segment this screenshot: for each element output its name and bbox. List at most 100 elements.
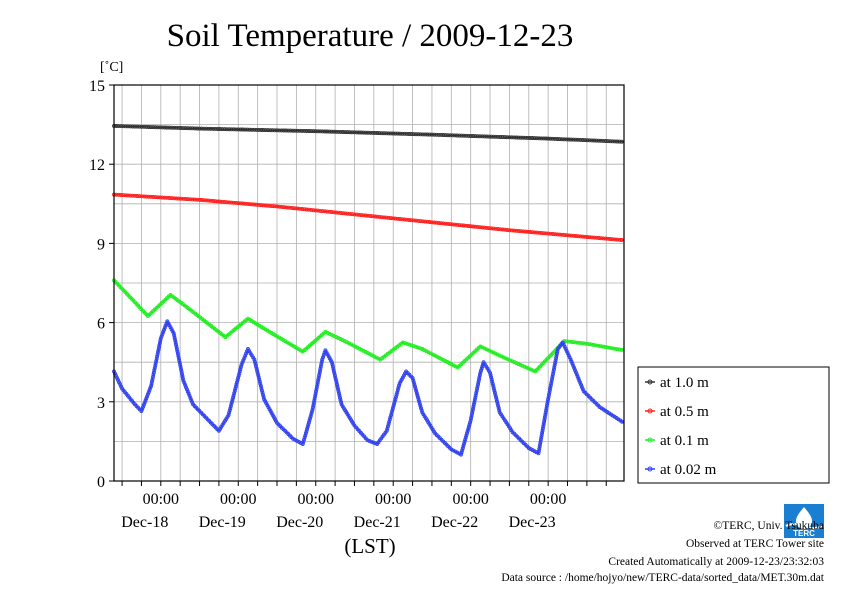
data-point xyxy=(350,212,355,217)
data-point xyxy=(571,340,576,345)
data-point xyxy=(474,391,479,396)
data-point xyxy=(149,125,153,130)
data-point xyxy=(336,389,341,394)
data-point xyxy=(459,450,464,455)
data-point xyxy=(318,129,323,134)
data-point xyxy=(208,126,213,131)
data-point xyxy=(578,340,583,345)
data-point xyxy=(510,359,515,364)
data-point xyxy=(462,439,467,444)
data-point xyxy=(181,126,186,131)
data-point xyxy=(577,378,582,383)
data-point xyxy=(464,223,469,228)
data-point xyxy=(521,229,526,234)
data-point xyxy=(121,124,126,129)
data-point xyxy=(320,209,325,214)
data-point xyxy=(549,378,554,383)
data-point xyxy=(256,202,261,207)
data-point xyxy=(261,392,265,397)
data-point xyxy=(158,338,163,343)
data-point xyxy=(420,132,425,137)
data-point xyxy=(316,378,321,383)
chart-title: Soil Temperature / 2009-12-23 xyxy=(167,18,574,54)
data-point xyxy=(281,205,286,210)
data-point xyxy=(178,365,183,370)
data-point xyxy=(229,402,234,407)
y-tick-label: 0 xyxy=(97,474,105,491)
data-point xyxy=(153,363,158,368)
data-point xyxy=(554,353,559,358)
data-point xyxy=(432,132,437,137)
data-point xyxy=(330,362,335,367)
data-point xyxy=(254,127,259,132)
data-point xyxy=(151,195,156,199)
data-point xyxy=(144,396,149,401)
data-point xyxy=(195,197,200,202)
data-point xyxy=(470,409,475,414)
data-point xyxy=(238,201,243,206)
data-point xyxy=(461,223,466,228)
data-point xyxy=(500,135,505,139)
data-point xyxy=(265,203,270,208)
data-point xyxy=(334,378,338,382)
data-point xyxy=(523,229,528,234)
data-point xyxy=(612,346,617,351)
data-point xyxy=(497,353,502,358)
data-point xyxy=(466,224,471,228)
data-point xyxy=(473,224,478,229)
data-point xyxy=(313,394,318,398)
data-point xyxy=(393,216,398,221)
data-point xyxy=(318,364,323,369)
data-point xyxy=(232,391,237,396)
data-point xyxy=(508,358,513,363)
data-point xyxy=(462,441,466,446)
data-point xyxy=(573,368,577,373)
data-point xyxy=(578,234,583,239)
data-point xyxy=(468,418,473,423)
data-point xyxy=(279,204,284,209)
legend-entry: at 0.02 m xyxy=(660,462,717,478)
data-point xyxy=(465,429,470,433)
data-point xyxy=(352,212,357,217)
data-point xyxy=(543,136,548,141)
data-point xyxy=(603,139,608,143)
data-point xyxy=(231,127,236,132)
data-point xyxy=(617,347,622,352)
data-point xyxy=(259,128,264,132)
data-point xyxy=(544,408,549,413)
data-point xyxy=(202,198,207,203)
data-point xyxy=(334,129,339,134)
grid xyxy=(114,85,624,481)
data-point xyxy=(300,442,305,446)
data-point xyxy=(461,133,466,138)
data-point xyxy=(153,195,158,200)
data-point xyxy=(494,395,498,399)
data-point xyxy=(254,364,258,369)
data-point xyxy=(542,415,547,420)
data-point xyxy=(509,135,514,140)
data-point xyxy=(330,364,335,369)
data-point xyxy=(509,228,514,233)
data-point xyxy=(417,399,422,404)
data-point xyxy=(546,397,551,402)
data-point xyxy=(240,127,245,132)
data-point xyxy=(316,208,320,213)
data-point xyxy=(553,358,558,363)
data-point xyxy=(610,237,615,242)
data-point xyxy=(319,359,324,364)
data-point xyxy=(345,211,350,216)
data-point xyxy=(542,419,547,424)
data-point xyxy=(492,388,497,393)
water-drop-icon xyxy=(796,507,812,529)
data-point xyxy=(416,218,421,223)
data-point xyxy=(370,214,375,219)
data-point xyxy=(480,364,485,369)
data-point xyxy=(354,212,359,217)
data-point xyxy=(536,449,541,453)
data-point xyxy=(169,125,174,130)
data-point xyxy=(573,370,578,375)
data-point xyxy=(174,347,179,351)
data-point xyxy=(116,124,121,129)
data-point xyxy=(236,375,241,380)
data-point xyxy=(270,204,275,209)
